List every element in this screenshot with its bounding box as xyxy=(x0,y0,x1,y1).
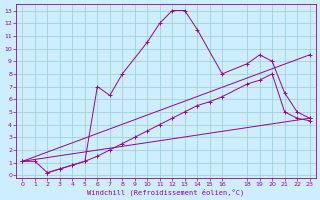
X-axis label: Windchill (Refroidissement éolien,°C): Windchill (Refroidissement éolien,°C) xyxy=(87,188,245,196)
